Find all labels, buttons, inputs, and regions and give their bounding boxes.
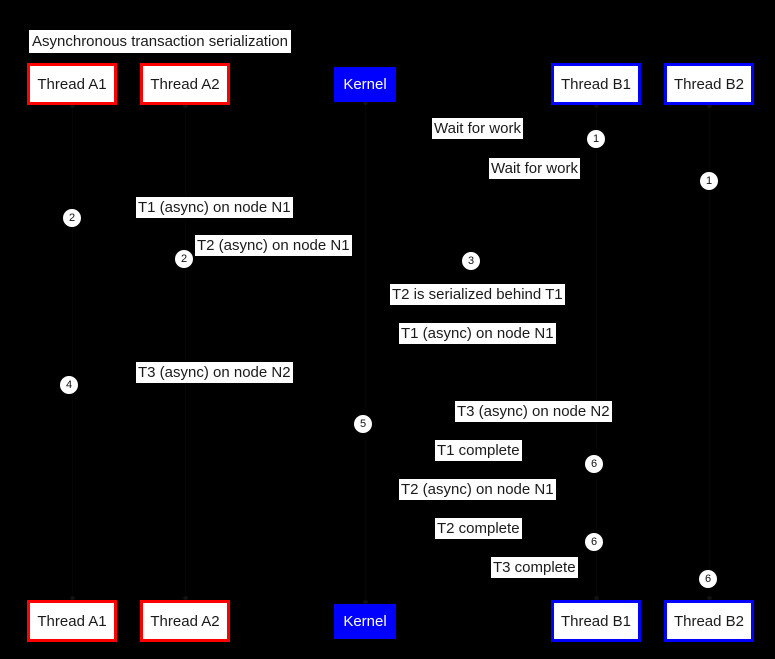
participant-kernel-bottom[interactable]: Kernel: [334, 604, 396, 639]
step-badge: 6: [585, 533, 603, 551]
participant-threadB1-top[interactable]: Thread B1: [551, 63, 641, 105]
lifeline-anchor-threadA2-top: [183, 104, 188, 108]
participant-threadB1-bottom[interactable]: Thread B1: [551, 600, 641, 642]
step-badge: 6: [699, 570, 717, 588]
participant-kernel-top[interactable]: Kernel: [334, 67, 396, 102]
message-label: T1 complete: [435, 440, 522, 461]
lifeline-anchor-threadB1-top: [594, 104, 599, 108]
lifeline-threadA1: [72, 105, 73, 600]
message-label: T2 (async) on node N1: [399, 479, 556, 500]
participant-label: Thread B2: [673, 75, 745, 93]
lifeline-anchor-threadA2-bottom: [183, 596, 188, 600]
participant-label: Thread A1: [37, 612, 107, 630]
participant-label: Kernel: [343, 76, 387, 93]
participant-threadA1-bottom[interactable]: Thread A1: [27, 600, 117, 642]
lifeline-anchor-kernel-top: [363, 101, 368, 105]
lifeline-anchor-threadB2-top: [707, 104, 712, 108]
lifeline-anchor-threadB1-bottom: [594, 596, 599, 600]
step-badge: 4: [60, 376, 78, 394]
lifeline-anchor-kernel-bottom: [363, 600, 368, 604]
participant-threadB2-bottom[interactable]: Thread B2: [664, 600, 754, 642]
lifeline-anchor-threadB2-bottom: [707, 596, 712, 600]
message-label: Wait for work: [489, 158, 580, 179]
participant-threadA1-top[interactable]: Thread A1: [27, 63, 117, 105]
message-label: T2 (async) on node N1: [195, 235, 352, 256]
message-label: Wait for work: [432, 118, 523, 139]
lifeline-threadB2: [709, 105, 710, 600]
step-badge: 2: [175, 250, 193, 268]
participant-label: Thread A2: [150, 75, 220, 93]
diagram-title: Asynchronous transaction serialization: [29, 30, 291, 53]
step-badge: 1: [587, 130, 605, 148]
participant-label: Thread B1: [560, 75, 632, 93]
message-label: T3 complete: [491, 557, 578, 578]
participant-threadB2-top[interactable]: Thread B2: [664, 63, 754, 105]
step-badge: 3: [462, 252, 480, 270]
lifeline-anchor-threadA1-top: [70, 104, 75, 108]
lifeline-anchor-threadA1-bottom: [70, 596, 75, 600]
participant-label: Thread A1: [37, 75, 107, 93]
participant-threadA2-bottom[interactable]: Thread A2: [140, 600, 230, 642]
participant-label: Thread A2: [150, 612, 220, 630]
participant-label: Thread B1: [560, 612, 632, 630]
lifeline-threadB1: [596, 105, 597, 600]
participant-label: Thread B2: [673, 612, 745, 630]
message-label: T1 (async) on node N1: [136, 197, 293, 218]
participant-threadA2-top[interactable]: Thread A2: [140, 63, 230, 105]
message-label: T1 (async) on node N1: [399, 323, 556, 344]
step-badge: 2: [63, 209, 81, 227]
step-badge: 5: [354, 415, 372, 433]
message-label: T3 (async) on node N2: [136, 362, 293, 383]
lifeline-kernel: [365, 102, 366, 604]
message-label: T2 is serialized behind T1: [390, 284, 565, 305]
step-badge: 6: [585, 455, 603, 473]
step-badge: 1: [700, 172, 718, 190]
message-label: T2 complete: [435, 518, 522, 539]
lifeline-threadA2: [185, 105, 186, 600]
message-label: T3 (async) on node N2: [455, 401, 612, 422]
participant-label: Kernel: [343, 613, 387, 630]
